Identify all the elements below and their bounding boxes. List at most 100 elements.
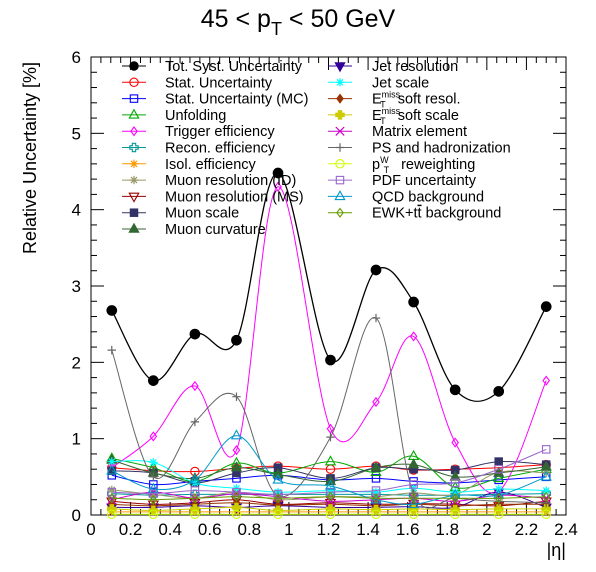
series-point [147, 482, 159, 493]
series-point [542, 491, 551, 502]
series-point [232, 392, 241, 401]
legend-marker [129, 61, 139, 71]
series-point [232, 444, 241, 456]
legend-label: Muon scale [165, 206, 239, 222]
series-point [493, 504, 504, 514]
legend-label: EWK+tt background [372, 206, 501, 222]
series-point [190, 504, 200, 514]
series-point [107, 493, 116, 504]
legend-entry: Trigger efficiency [122, 124, 275, 140]
legend-label: pW T reweighting [372, 155, 475, 175]
legend-marker [128, 108, 140, 119]
series-point [542, 375, 551, 386]
series-point [191, 380, 199, 392]
legend-label: Muon curvature [165, 222, 266, 238]
series-line [111, 435, 547, 505]
series-point [493, 466, 505, 477]
series-point [493, 385, 505, 397]
series-point [372, 493, 380, 504]
series-point [451, 437, 460, 448]
legend-entry: PDF uncertainty [328, 173, 477, 189]
series-point [148, 509, 159, 519]
series-point [449, 384, 461, 396]
series-point [324, 479, 337, 490]
series-point [232, 487, 241, 497]
series-point [107, 485, 116, 495]
series-point [190, 417, 200, 427]
series-point [407, 449, 420, 460]
series-point [541, 445, 551, 454]
series-point [449, 470, 461, 481]
y-tick-label: 4 [72, 201, 81, 220]
series-point [494, 464, 503, 474]
series-point [326, 432, 335, 442]
x-tick-label: 1.2 [317, 520, 341, 539]
y-tick-label: 3 [72, 277, 81, 296]
series-point [230, 429, 243, 440]
chart-title-suffix: < 50 GeV [282, 5, 396, 33]
series-point [450, 509, 460, 519]
legend-marker [130, 126, 138, 137]
y-tick-label: 6 [72, 48, 81, 67]
legend-entry: Stat. Uncertainty (MC) [122, 92, 308, 108]
series-point [324, 455, 337, 466]
series-point [371, 509, 381, 519]
legend-label: Recon. efficiency [165, 141, 276, 157]
legend-marker [335, 78, 345, 87]
x-tick-label: 1.6 [396, 520, 420, 539]
series-point [451, 493, 460, 504]
series-point [541, 504, 551, 514]
y-tick-label: 1 [72, 430, 81, 449]
legend-label: Emiss T soft resol. [372, 90, 461, 110]
legend-marker [335, 175, 345, 185]
series-line [111, 455, 547, 489]
series-point [407, 497, 420, 509]
legend-entry: Isol. efficiency [122, 157, 257, 173]
series-point [371, 474, 381, 483]
legend-marker [335, 143, 345, 152]
legend-label: Matrix element [372, 124, 467, 140]
series-point [149, 431, 158, 442]
legend-entry: Tot. Syst. Uncertainty [122, 59, 303, 75]
x-tick-label: 1.4 [356, 520, 380, 539]
series-point [106, 305, 118, 316]
series-point [106, 464, 118, 475]
series-point [493, 472, 505, 483]
series-point [450, 487, 460, 497]
series-point [107, 457, 116, 466]
legend-entry: Jet scale [328, 75, 429, 91]
series-point [231, 509, 242, 519]
series-point [272, 468, 284, 479]
series-line [111, 186, 547, 494]
series-point [272, 167, 284, 179]
legend-marker [128, 222, 140, 233]
legend-entry: Jet resolution [328, 59, 458, 75]
series-point [542, 468, 551, 478]
series-point [191, 493, 199, 504]
series-point [232, 491, 241, 502]
series-point [407, 458, 420, 469]
legend-marker [129, 142, 139, 153]
series-point [493, 509, 504, 519]
series-point [107, 504, 117, 514]
legend-label: QCD background [372, 189, 484, 205]
series-point [273, 509, 283, 519]
series-point [190, 509, 200, 519]
legend-marker [129, 208, 139, 217]
x-tick-label: 2 [482, 520, 491, 539]
legend-label: Tot. Syst. Uncertainty [165, 59, 303, 75]
legend-marker [128, 192, 140, 203]
series-point [371, 487, 381, 497]
series-point [325, 504, 336, 514]
legend-entry: Emiss T soft scale [328, 106, 459, 126]
chart-title-sub: T [271, 19, 282, 39]
legend-label: PDF uncertainty [372, 173, 477, 189]
plot-area: 0 0.2 0.4 0.6 0.8 1 1.2 1.4 1.6 1.8 2 2.2 2.4 0 1 2 3 4 5 6 [72, 48, 578, 539]
series-point [540, 301, 552, 312]
legend-marker [334, 190, 346, 201]
series-point [107, 345, 116, 355]
series-point [450, 478, 460, 488]
x-tick-label: 0.6 [198, 520, 222, 539]
legend-entry: Matrix element [328, 124, 467, 140]
series-line [111, 496, 547, 501]
